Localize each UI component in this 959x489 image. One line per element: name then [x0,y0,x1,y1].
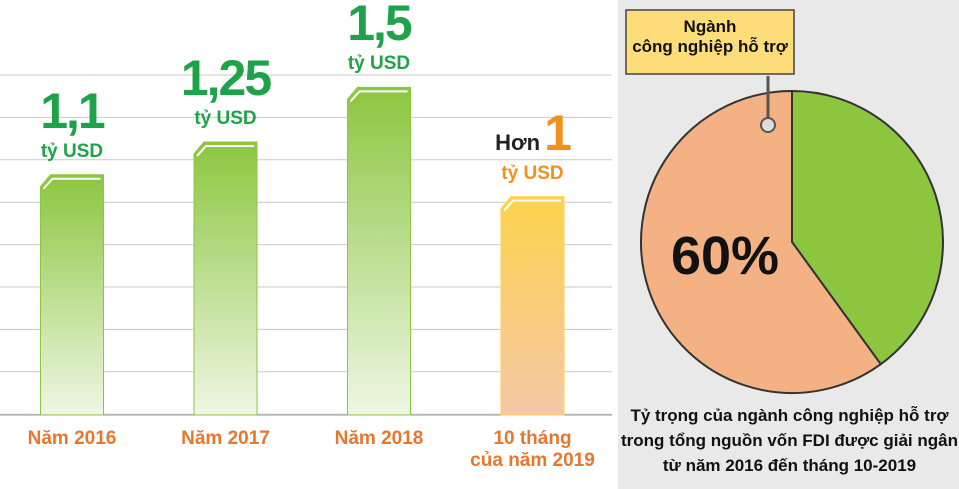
category-label: Năm 2017 [181,428,270,449]
pie-value-label: 60% [670,226,780,286]
value-label: 1,1 [40,82,106,139]
unit-label: tỷ USD [194,107,257,129]
pie-caption: Tỷ trọng của ngành công nghiệp hỗ trợ tr… [621,406,958,475]
bar-edge [349,90,408,103]
bar [500,196,565,416]
category-label: Năm 2018 [334,428,424,449]
value-label-row: 1,5 [289,0,469,55]
pie-slice [791,89,944,366]
pie-slice [640,89,883,394]
category-label: 10 tháng của năm 2019 [470,428,595,471]
callout-dot [760,117,776,133]
value-label-row: 1,1 [0,83,162,143]
category-label: Năm 2016 [27,428,117,449]
value-label-prefix: Hơn [495,129,541,155]
bar-edge [42,177,101,190]
value-label: 1,5 [347,0,413,52]
unit-label: tỷ USD [347,53,411,75]
callout-box [625,9,795,75]
bar [347,86,411,416]
bar [193,141,258,416]
value-label: 1 [544,104,572,161]
value-label: 1,25 [180,49,272,106]
value-label-row: Hơn 1 [443,105,623,165]
value-label-row: 1,25 [136,50,316,110]
bar-edge [196,144,254,157]
unit-label: tỷ USD [501,162,564,184]
bar [40,174,104,416]
slice-label: Ngành công nghiệp hỗ trợ [632,17,788,56]
unit-label: tỷ USD [40,140,104,162]
bar-edge [503,199,561,212]
